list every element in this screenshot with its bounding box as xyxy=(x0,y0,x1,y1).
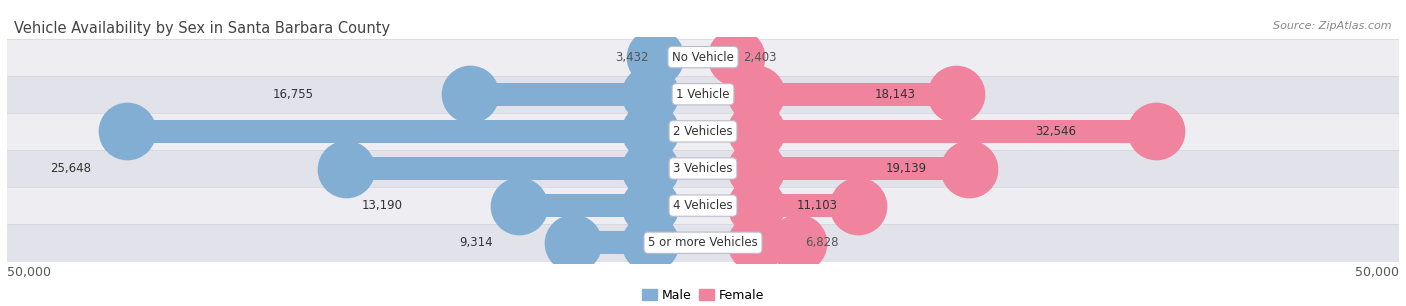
Text: 4 Vehicles: 4 Vehicles xyxy=(673,199,733,212)
Text: 1 Vehicle: 1 Vehicle xyxy=(676,88,730,101)
Text: 18,143: 18,143 xyxy=(875,88,915,101)
Legend: Male, Female: Male, Female xyxy=(637,284,769,306)
Text: 6,828: 6,828 xyxy=(806,236,838,249)
Point xyxy=(745,166,768,171)
Text: 11,103: 11,103 xyxy=(796,199,837,212)
Point xyxy=(745,203,768,208)
Point xyxy=(745,129,768,134)
Text: 3 Vehicles: 3 Vehicles xyxy=(673,162,733,175)
Point xyxy=(787,240,810,245)
Point xyxy=(638,240,661,245)
Text: 5 or more Vehicles: 5 or more Vehicles xyxy=(648,236,758,249)
Bar xyxy=(574,231,650,254)
Bar xyxy=(756,194,858,217)
Text: 16,755: 16,755 xyxy=(273,88,314,101)
Point xyxy=(638,92,661,97)
Point xyxy=(957,166,980,171)
Bar xyxy=(756,157,969,180)
Text: 2 Vehicles: 2 Vehicles xyxy=(673,125,733,138)
Point xyxy=(725,55,748,60)
Point xyxy=(745,92,768,97)
Point xyxy=(745,240,768,245)
Point xyxy=(638,166,661,171)
Bar xyxy=(756,120,1156,143)
Point xyxy=(846,203,869,208)
Point xyxy=(638,203,661,208)
Point xyxy=(115,129,138,134)
Text: 2,403: 2,403 xyxy=(744,50,778,64)
Point xyxy=(562,240,585,245)
Bar xyxy=(7,150,1399,187)
Bar xyxy=(7,39,1399,76)
Text: Vehicle Availability by Sex in Santa Barbara County: Vehicle Availability by Sex in Santa Bar… xyxy=(14,21,391,36)
Bar xyxy=(7,224,1399,261)
Point xyxy=(1144,129,1167,134)
Text: 25,648: 25,648 xyxy=(49,162,91,175)
Bar xyxy=(127,120,650,143)
Bar xyxy=(7,76,1399,113)
Point xyxy=(458,92,481,97)
Point xyxy=(644,55,666,60)
Text: 50,000: 50,000 xyxy=(1355,266,1399,279)
Bar xyxy=(7,113,1399,150)
Text: 19,139: 19,139 xyxy=(886,162,927,175)
Text: 9,314: 9,314 xyxy=(460,236,492,249)
Bar xyxy=(7,187,1399,224)
Bar xyxy=(756,231,799,254)
Text: Source: ZipAtlas.com: Source: ZipAtlas.com xyxy=(1274,21,1392,32)
Text: 3,432: 3,432 xyxy=(614,50,648,64)
Text: 32,546: 32,546 xyxy=(1035,125,1076,138)
Bar xyxy=(519,194,650,217)
Point xyxy=(508,203,530,208)
Bar xyxy=(470,83,650,106)
Bar xyxy=(756,83,956,106)
Bar xyxy=(346,157,650,180)
Text: 50,000: 50,000 xyxy=(7,266,51,279)
Point xyxy=(638,129,661,134)
Text: 13,190: 13,190 xyxy=(361,199,404,212)
Point xyxy=(335,166,357,171)
Point xyxy=(945,92,967,97)
Text: No Vehicle: No Vehicle xyxy=(672,50,734,64)
